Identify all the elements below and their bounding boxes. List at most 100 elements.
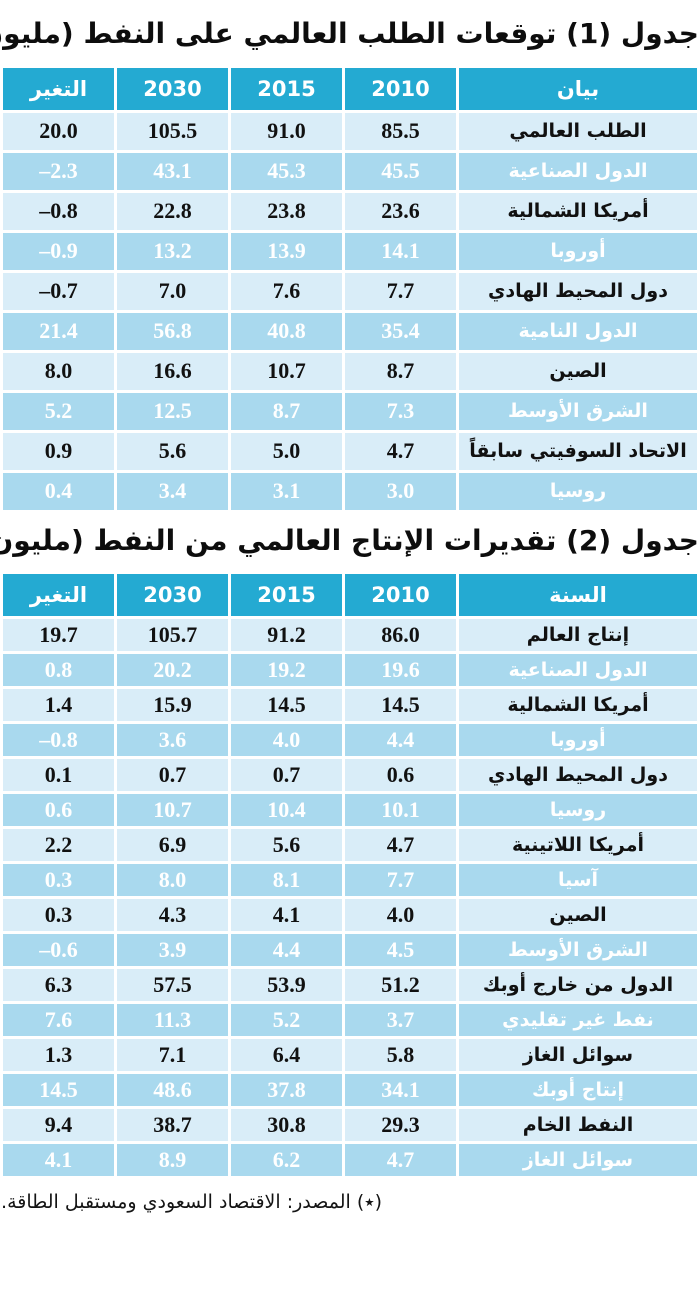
table-row: الدول من خارج أوبك 51.2 53.9 57.5 6.3 [0,966,700,1005]
table-row: آسيا 7.7 8.1 8.0 0.3 [0,861,700,900]
value-y2010: 4.5 [342,931,459,970]
value-y2015: 53.9 [228,966,345,1005]
row-label: الطلب العالمي [456,109,700,153]
value-y2015: 91.0 [228,109,345,153]
row-label: روسيا [456,791,700,830]
table-row: إنتاج العالم 86.0 91.2 105.7 19.7 [0,616,700,655]
table-row: أوروبا 14.1 13.9 13.2 –0.9 [0,229,700,273]
value-change: 1.3 [0,1036,117,1075]
value-y2015: 5.6 [228,826,345,865]
row-label: أوروبا [456,721,700,760]
table1-title: جدول (1) توقعات الطلب العالمي على النفط … [0,17,699,50]
value-y2015: 14.5 [228,686,345,725]
value-change: 5.2 [0,389,117,433]
value-y2030: 0.7 [114,756,231,795]
column-header-y2015: 2015 [228,571,345,620]
value-y2030: 10.7 [114,791,231,830]
table2-title: جدول (2) تقديرات الإنتاج العالمي من النف… [0,523,699,557]
column-header-change: التغير [0,571,117,620]
table-row: الدول الصناعية 19.6 19.2 20.2 0.8 [0,651,700,690]
value-change: 0.4 [0,469,117,513]
value-y2030: 20.2 [114,651,231,690]
value-y2030: 56.8 [114,309,231,353]
value-y2010: 7.7 [342,861,459,900]
column-header-label: السنة [456,571,700,620]
value-change: –0.9 [0,229,117,273]
value-change: 0.3 [0,861,117,900]
value-change: 8.0 [0,349,117,393]
value-y2015: 37.8 [228,1071,345,1110]
value-y2010: 35.4 [342,309,459,353]
table-row: النفط الخام 29.3 30.8 38.7 9.4 [0,1106,700,1145]
value-y2015: 45.3 [228,149,345,193]
table-row: أوروبا 4.4 4.0 3.6 –0.8 [0,721,700,760]
row-label: نفط غير تقليدي [456,1001,700,1040]
value-y2030: 12.5 [114,389,231,433]
table-row: الطلب العالمي 85.5 91.0 105.5 20.0 [0,109,700,153]
row-label: روسيا [456,469,700,513]
value-y2015: 4.0 [228,721,345,760]
row-label: إنتاج أوبك [456,1071,700,1110]
value-y2010: 5.8 [342,1036,459,1075]
value-y2010: 7.3 [342,389,459,433]
value-change: –2.3 [0,149,117,193]
row-label: آسيا [456,861,700,900]
column-header-y2030: 2030 [114,64,231,113]
table-row: روسيا 3.0 3.1 3.4 0.4 [0,469,700,513]
value-y2010: 34.1 [342,1071,459,1110]
value-y2010: 4.0 [342,896,459,935]
table-row: دول المحيط الهادي 7.7 7.6 7.0 –0.7 [0,269,700,313]
value-change: –0.7 [0,269,117,313]
value-y2030: 105.7 [114,616,231,655]
column-header-y2030: 2030 [114,571,231,620]
table-row: أمريكا الشمالية 23.6 23.8 22.8 –0.8 [0,189,700,233]
value-y2030: 13.2 [114,229,231,273]
value-y2010: 0.6 [342,756,459,795]
value-y2010: 86.0 [342,616,459,655]
row-label: دول المحيط الهادي [456,269,700,313]
table-row: دول المحيط الهادي 0.6 0.7 0.7 0.1 [0,756,700,795]
value-y2015: 19.2 [228,651,345,690]
table-row: سوائل الغاز 5.8 6.4 7.1 1.3 [0,1036,700,1075]
value-change: –0.8 [0,721,117,760]
value-change: 1.4 [0,686,117,725]
value-y2010: 51.2 [342,966,459,1005]
row-label: دول المحيط الهادي [456,756,700,795]
value-y2010: 45.5 [342,149,459,193]
value-y2010: 14.5 [342,686,459,725]
value-change: 19.7 [0,616,117,655]
value-y2030: 43.1 [114,149,231,193]
value-y2030: 11.3 [114,1001,231,1040]
value-change: –0.6 [0,931,117,970]
value-y2015: 6.2 [228,1141,345,1180]
value-y2010: 10.1 [342,791,459,830]
row-label: سوائل الغاز [456,1036,700,1075]
value-y2015: 3.1 [228,469,345,513]
column-header-y2010: 2010 [342,571,459,620]
value-change: 2.2 [0,826,117,865]
column-header-change: التغير [0,64,117,113]
value-y2030: 48.6 [114,1071,231,1110]
table-row: الشرق الأوسط 4.5 4.4 3.9 –0.6 [0,931,700,970]
value-y2015: 13.9 [228,229,345,273]
value-change: 0.8 [0,651,117,690]
value-y2015: 7.6 [228,269,345,313]
value-y2015: 5.0 [228,429,345,473]
value-y2015: 0.7 [228,756,345,795]
value-y2010: 29.3 [342,1106,459,1145]
row-label: أمريكا الشمالية [456,189,700,233]
row-label: الشرق الأوسط [456,389,700,433]
table-row: أمريكا اللاتينية 4.7 5.6 6.9 2.2 [0,826,700,865]
table-row: الدول النامية 35.4 40.8 56.8 21.4 [0,309,700,353]
table-row: سوائل الغاز 4.7 6.2 8.9 4.1 [0,1141,700,1180]
oil-production-table: السنة 2010 2015 2030 التغير إنتاج العالم 86.0 9… [0,571,700,1180]
table-row: روسيا 10.1 10.4 10.7 0.6 [0,791,700,830]
value-change: 0.3 [0,896,117,935]
value-y2010: 8.7 [342,349,459,393]
column-header-y2010: 2010 [342,64,459,113]
value-y2015: 23.8 [228,189,345,233]
table-row: أمريكا الشمالية 14.5 14.5 15.9 1.4 [0,686,700,725]
value-change: 4.1 [0,1141,117,1180]
value-change: 14.5 [0,1071,117,1110]
table-row: الصين 4.0 4.1 4.3 0.3 [0,896,700,935]
